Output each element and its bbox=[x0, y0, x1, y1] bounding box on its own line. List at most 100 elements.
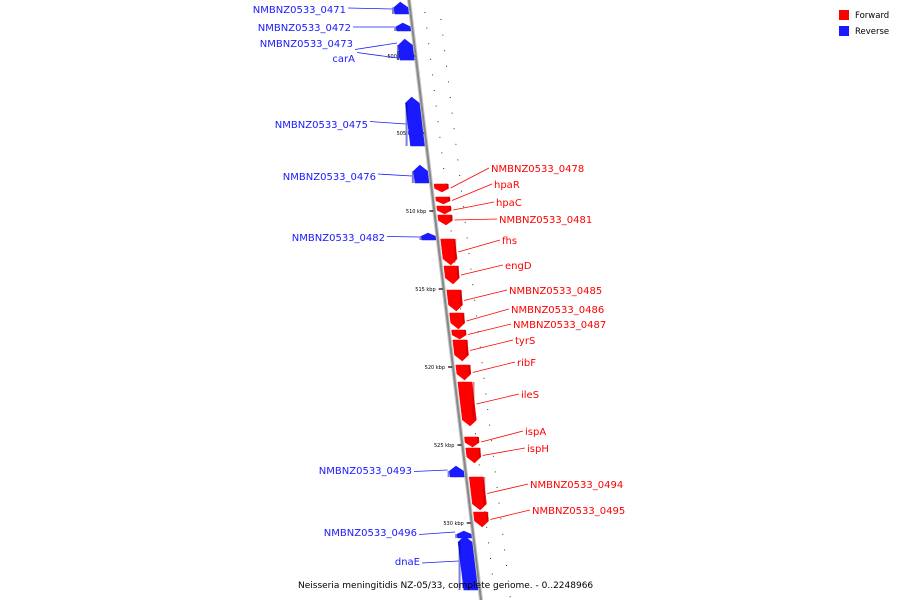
gene-arrow-nmbnz0533-0476 bbox=[413, 164, 430, 184]
gene-arrow-isph bbox=[465, 447, 482, 464]
gene-arrow-dnae bbox=[457, 535, 479, 591]
backbone-line bbox=[407, 0, 483, 600]
gene-arrow-shade bbox=[457, 266, 459, 278]
leader-line-nmbnz0533-0487 bbox=[468, 323, 512, 335]
minor-dot bbox=[428, 43, 430, 45]
gene-label-nmbnz0533-0476: NMBNZ0533_0476 bbox=[283, 172, 376, 183]
leader-line-nmbnz0533-0496 bbox=[418, 531, 456, 535]
scale-tick-label: 515 kbp bbox=[415, 287, 435, 293]
gene-label-nmbnz0533-0494: NMBNZ0533_0494 bbox=[530, 480, 623, 491]
gene-arrow-nmbnz0533-0493 bbox=[449, 465, 465, 478]
leader-line-nmbnz0533-0493 bbox=[413, 469, 448, 472]
leader-line-nmbnz0533-0481 bbox=[454, 218, 498, 221]
gene-arrow-nmbnz0533-0485 bbox=[446, 289, 463, 312]
minor-dot bbox=[454, 261, 456, 263]
gene-label-hpac: hpaC bbox=[496, 198, 522, 209]
gene-label-nmbnz0533-0481: NMBNZ0533_0481 bbox=[499, 215, 592, 226]
minor-dot bbox=[496, 487, 498, 488]
gene-arrow-ispa bbox=[464, 436, 480, 448]
leader-line-fhs bbox=[458, 239, 501, 253]
gene-label-cara: carA bbox=[332, 54, 355, 65]
minor-dot bbox=[437, 121, 439, 123]
gene-label-nmbnz0533-0485: NMBNZ0533_0485 bbox=[509, 286, 602, 297]
gene-arrow-nmbnz0533-0494 bbox=[468, 476, 487, 511]
gene-arrow-shade bbox=[405, 103, 408, 146]
minor-dot bbox=[440, 19, 442, 20]
label-leader-layer bbox=[347, 7, 531, 564]
minor-tick-layer bbox=[424, 12, 511, 598]
minor-dot bbox=[492, 455, 494, 457]
minor-dot bbox=[509, 596, 511, 598]
gene-arrow-engd bbox=[443, 265, 460, 285]
gene-arrow-shade bbox=[394, 26, 397, 31]
gene-arrow-shade bbox=[446, 184, 449, 189]
minor-dot bbox=[507, 580, 509, 582]
leader-line-nmbnz0533-0486 bbox=[466, 308, 510, 322]
gene-arrow-shade bbox=[391, 7, 394, 14]
leader-line-dnae bbox=[421, 560, 459, 564]
minor-dot bbox=[460, 308, 462, 310]
minor-dot bbox=[483, 377, 485, 379]
gene-label-nmbnz0533-0473: NMBNZ0533_0473 bbox=[260, 39, 353, 50]
minor-dot bbox=[477, 331, 479, 332]
gene-label-tyrs: tyrS bbox=[515, 336, 535, 347]
leader-line-isph bbox=[482, 447, 526, 456]
gene-arrow-shade bbox=[419, 236, 422, 240]
gene-arrow-nmbnz0533-0486 bbox=[449, 312, 466, 330]
gene-arrow-shade bbox=[458, 542, 461, 590]
gene-arrow-nmbnz0533-0475 bbox=[405, 96, 425, 147]
minor-dot bbox=[493, 589, 495, 591]
minor-dot bbox=[430, 58, 432, 60]
gene-arrow-shade bbox=[460, 290, 463, 305]
gene-label-nmbnz0533-0487: NMBNZ0533_0487 bbox=[513, 320, 606, 331]
gene-arrow-shade bbox=[411, 171, 414, 183]
leader-line-ribf bbox=[472, 361, 516, 373]
leader-line-nmbnz0533-0494 bbox=[487, 483, 529, 494]
gene-label-nmbnz0533-0472: NMBNZ0533_0472 bbox=[258, 23, 351, 34]
gene-arrow-shade bbox=[397, 51, 400, 60]
leader-line-iles bbox=[476, 393, 520, 405]
gene-arrow-shade bbox=[464, 330, 467, 335]
minor-dot bbox=[489, 424, 491, 426]
minor-dot bbox=[426, 27, 428, 29]
gene-label-fhs: fhs bbox=[502, 236, 517, 247]
gene-label-nmbnz0533-0475: NMBNZ0533_0475 bbox=[275, 120, 368, 131]
minor-dot bbox=[490, 440, 492, 442]
leader-line-cara bbox=[356, 52, 398, 59]
gene-arrow-cara bbox=[398, 44, 415, 61]
minor-dot bbox=[505, 565, 507, 566]
gene-arrow-nmbnz0533-0478 bbox=[433, 183, 449, 193]
gene-arrow-shade bbox=[450, 215, 453, 221]
scale-tick-label: 530 kbp bbox=[443, 521, 463, 527]
leader-line-nmbnz0533-0485 bbox=[463, 289, 508, 301]
minor-dot bbox=[450, 230, 452, 232]
gene-arrow-shade bbox=[468, 365, 471, 374]
minor-dot bbox=[478, 464, 480, 466]
minor-dot bbox=[489, 558, 491, 559]
gene-arrow-shade bbox=[454, 239, 457, 259]
minor-dot bbox=[455, 143, 457, 145]
minor-dot bbox=[468, 253, 470, 254]
minor-dot bbox=[443, 168, 445, 169]
gene-label-nmbnz0533-0496: NMBNZ0533_0496 bbox=[324, 528, 417, 539]
gene-label-nmbnz0533-0493: NMBNZ0533_0493 bbox=[319, 466, 412, 477]
minor-dot bbox=[439, 136, 441, 138]
minor-dot bbox=[486, 526, 488, 528]
minor-dot bbox=[479, 346, 481, 348]
gene-label-nmbnz0533-0495: NMBNZ0533_0495 bbox=[532, 506, 625, 517]
gene-arrow-shade bbox=[478, 448, 481, 457]
gene-arrow-shade bbox=[466, 340, 469, 355]
gene-arrow-shade bbox=[462, 313, 465, 323]
minor-dot bbox=[461, 190, 463, 192]
minor-dot bbox=[470, 268, 472, 270]
legend-reverse-swatch bbox=[839, 26, 849, 36]
minor-dot bbox=[474, 433, 476, 435]
backbone-layer bbox=[406, 0, 484, 600]
leader-line-nmbnz0533-0473 bbox=[354, 42, 398, 50]
minor-dot bbox=[433, 90, 435, 91]
gene-arrow-hpar bbox=[435, 196, 451, 205]
minor-dot bbox=[457, 159, 459, 161]
minor-dot bbox=[442, 34, 444, 36]
gene-label-ribf: ribF bbox=[517, 358, 536, 369]
